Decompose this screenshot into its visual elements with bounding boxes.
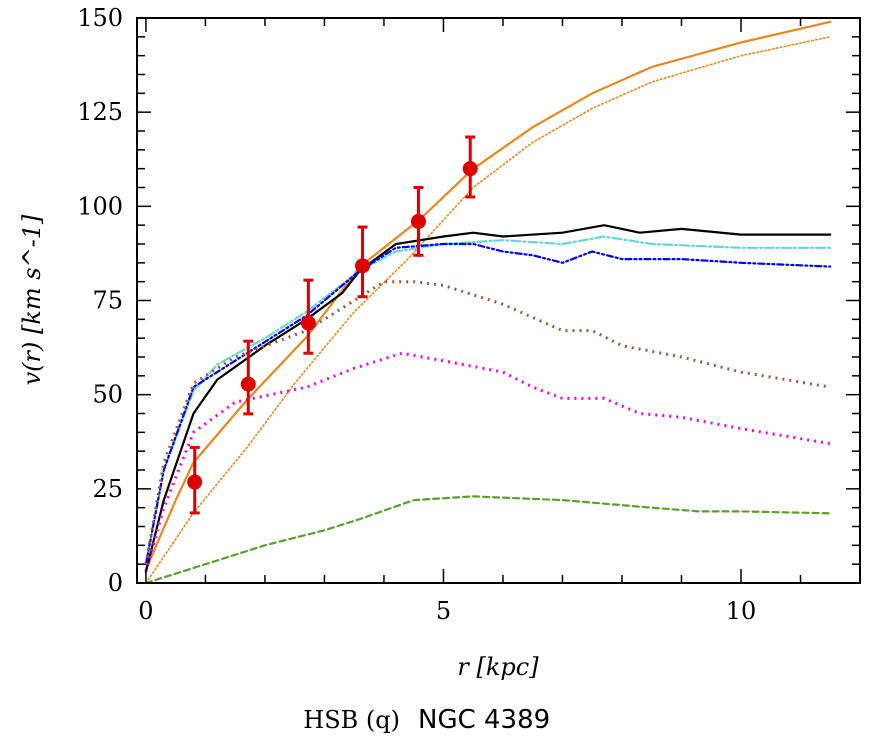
curve-7 [144, 495, 832, 585]
y-tick-label: 25 [92, 475, 123, 503]
caption-prefix: HSB (q) [303, 706, 400, 734]
x-tick-label: 5 [436, 597, 451, 625]
x-axis-label: r [kpc] [457, 653, 539, 681]
curve-4 [144, 242, 832, 566]
data-point [300, 315, 316, 331]
caption-galaxy-name: NGC 4389 [418, 705, 550, 735]
data-point [187, 474, 203, 490]
model-curves [144, 20, 832, 585]
data-point [355, 258, 371, 274]
curve-5 [144, 280, 831, 565]
data-point [410, 213, 426, 229]
y-tick-label: 100 [77, 192, 123, 220]
data-point [240, 376, 256, 392]
y-tick-label: 75 [92, 287, 123, 315]
x-tick-label: 0 [138, 597, 153, 625]
curve-1 [145, 36, 831, 584]
y-axis-label: v(r) [km s^-1] [18, 214, 46, 385]
observed-points [187, 135, 478, 515]
data-point [462, 161, 478, 177]
y-tick-label: 0 [108, 569, 123, 597]
y-tick-label: 150 [77, 4, 123, 32]
x-tick-label: 10 [726, 597, 757, 625]
y-tick-label: 50 [92, 381, 123, 409]
y-tick-label: 125 [77, 98, 123, 126]
curve-0 [144, 20, 832, 571]
